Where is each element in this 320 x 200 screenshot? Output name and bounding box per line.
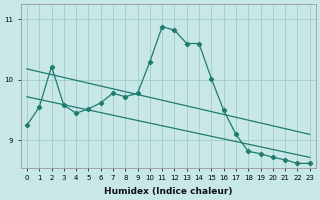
X-axis label: Humidex (Indice chaleur): Humidex (Indice chaleur) <box>104 187 233 196</box>
